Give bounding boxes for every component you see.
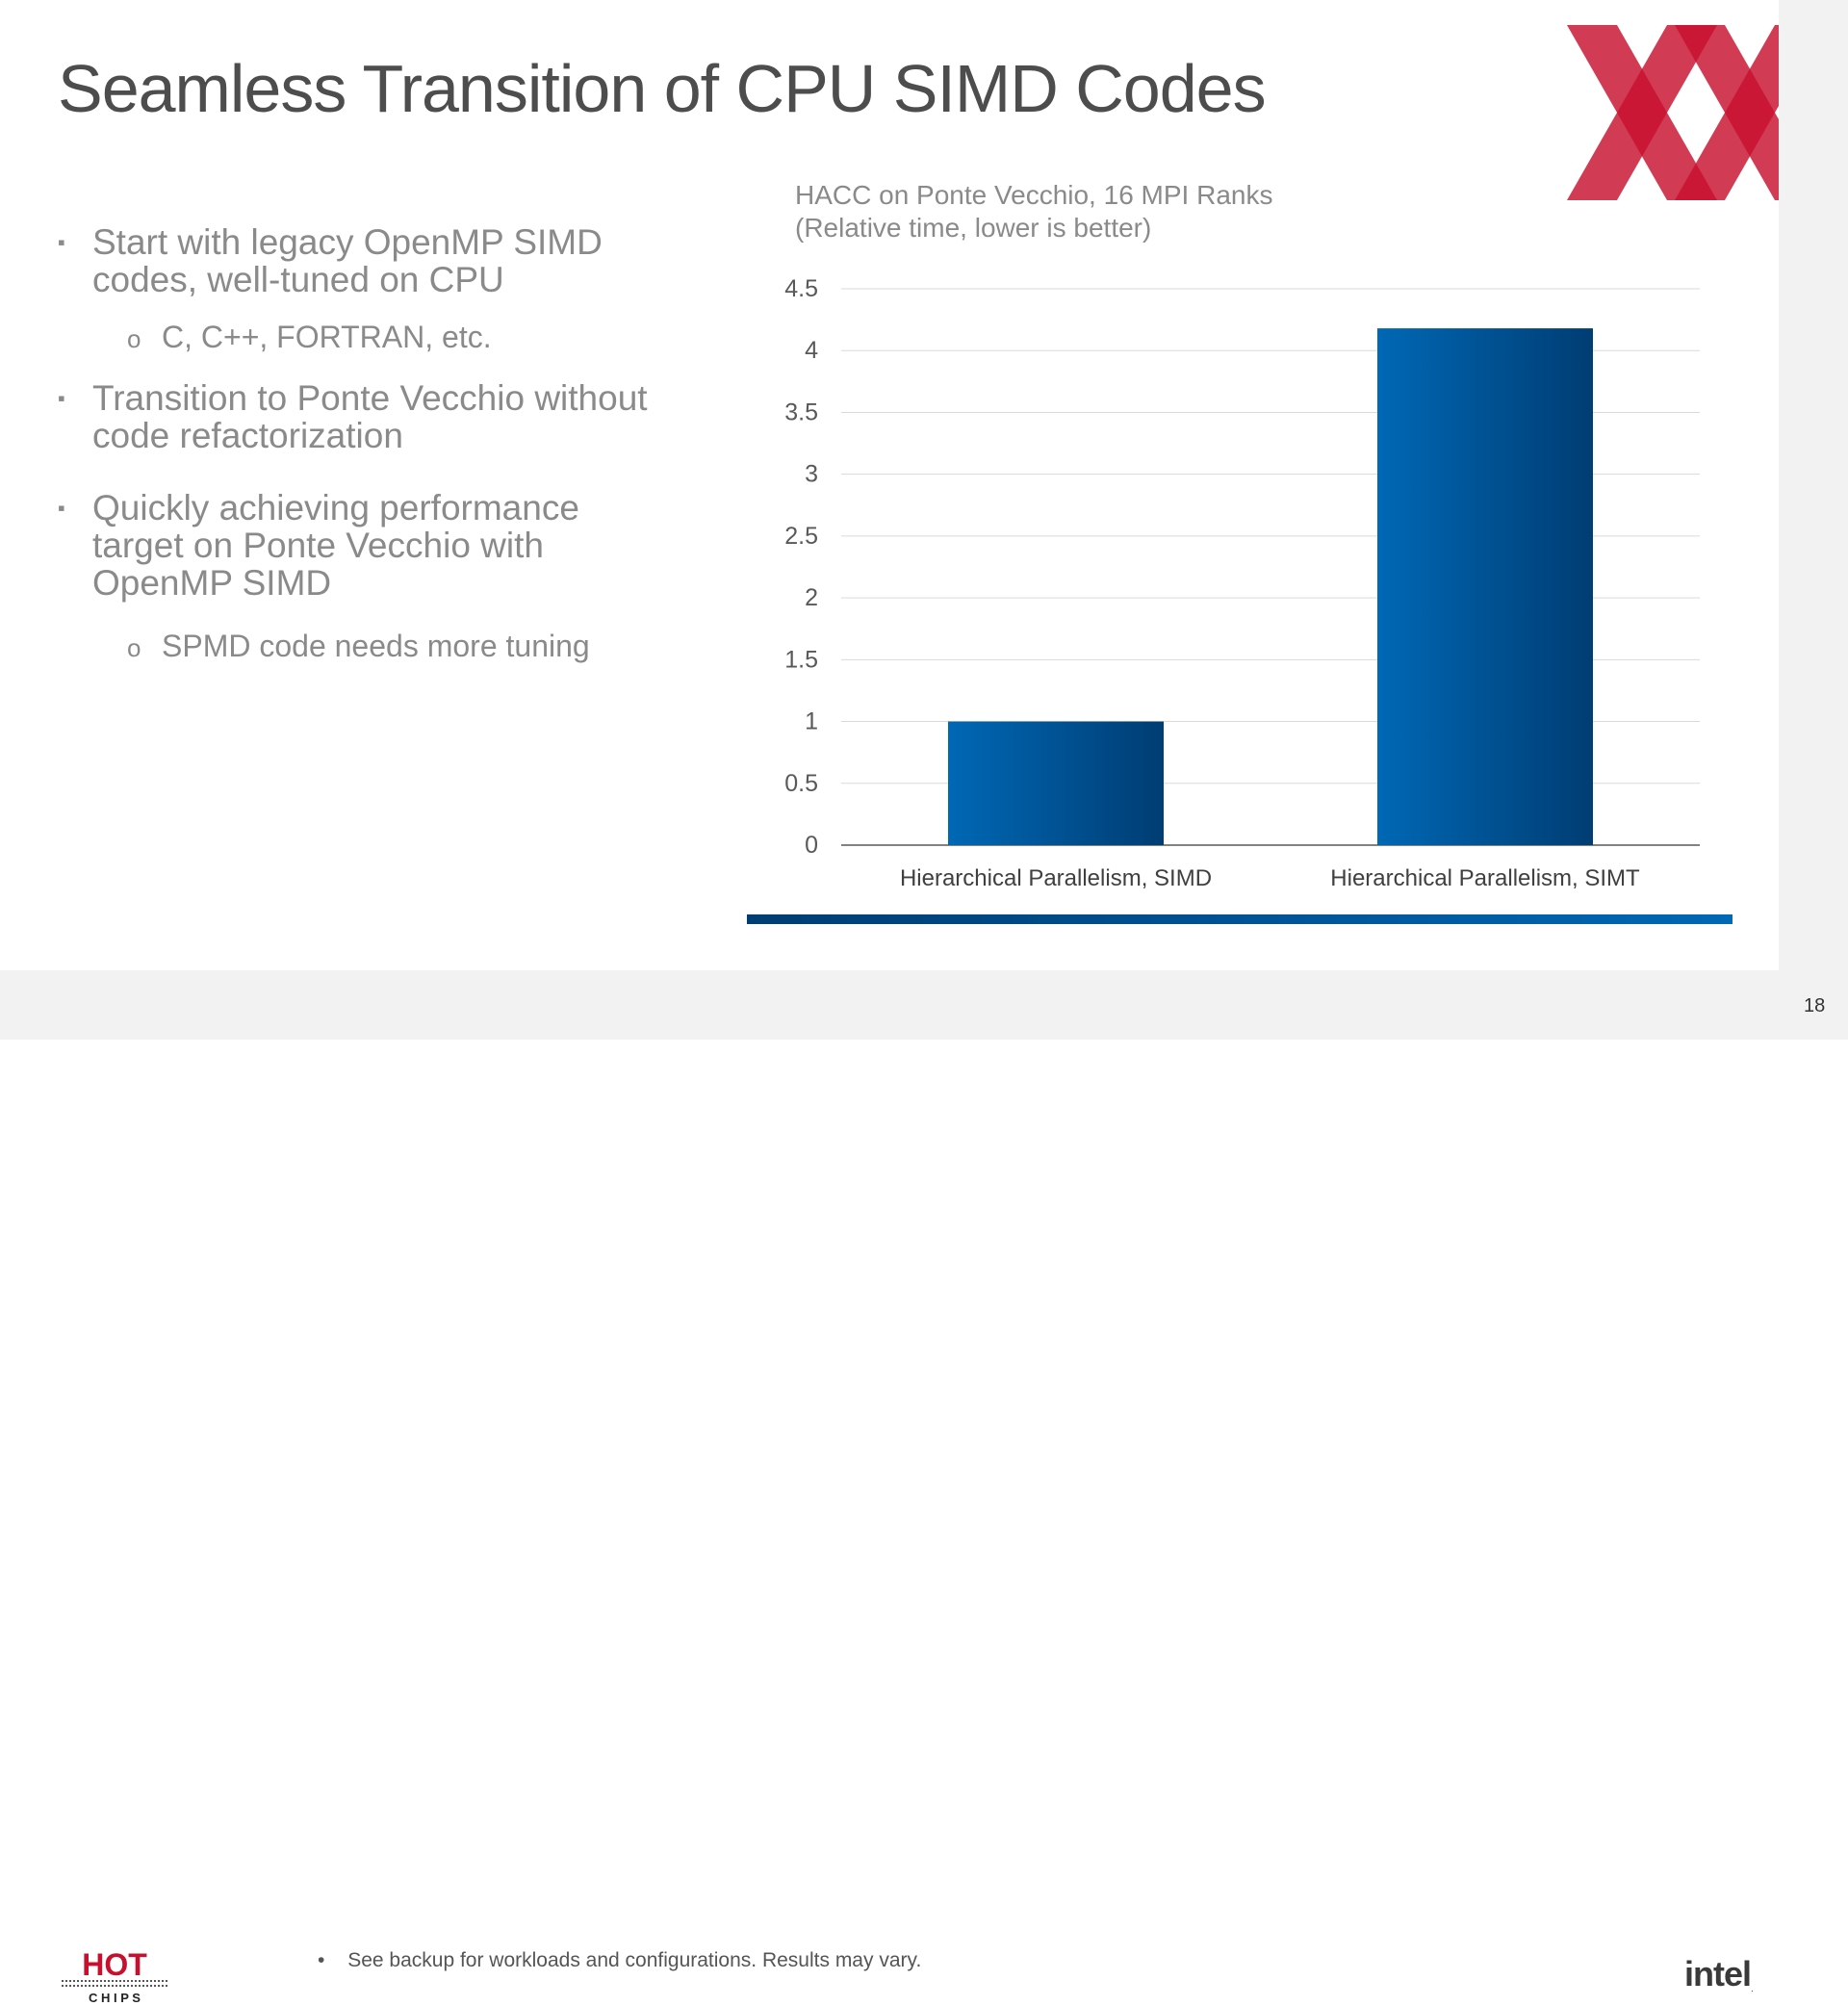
- sub-bullet-item: o SPMD code needs more tuning: [58, 629, 654, 663]
- y-tick-label: 0: [805, 832, 818, 859]
- y-tick-label: 1.5: [784, 646, 818, 673]
- circle-bullet-icon: o: [127, 633, 141, 662]
- hot-chips-logo-text: HOT: [82, 1948, 147, 1982]
- y-tick-label: 4: [805, 337, 818, 364]
- y-tick-label: 2: [805, 584, 818, 611]
- chart-title-line1: HACC on Ponte Vecchio, 16 MPI Ranks: [795, 180, 1273, 210]
- footnote-text: See backup for workloads and configurati…: [347, 1949, 922, 1971]
- page-title: Seamless Transition of CPU SIMD Codes: [58, 51, 1267, 126]
- y-tick-label: 3.5: [784, 399, 818, 425]
- y-tick-label: 3: [805, 461, 818, 488]
- bullet-item: ▪ Start with legacy OpenMP SIMD codes, w…: [58, 223, 654, 298]
- footnote-bullet-icon: •: [318, 1949, 325, 1971]
- bar-chart: 0 0.5 1 1.5 2 2.5 3 3.5 4 4.5 Hierarchical Paralle…: [784, 275, 1700, 891]
- square-bullet-icon: ▪: [58, 230, 65, 254]
- x-tick-label: Hierarchical Parallelism, SIMT: [1330, 865, 1640, 891]
- y-tick-label: 0.5: [784, 770, 818, 797]
- slide: Seamless Transition of CPU SIMD Codes ▪ …: [0, 0, 1825, 970]
- intel-logo-text: intel: [1684, 1954, 1752, 1993]
- square-bullet-icon: ▪: [58, 386, 65, 410]
- chart-title: HACC on Ponte Vecchio, 16 MPI Ranks (Rel…: [795, 179, 1272, 244]
- hot-chips-logo-subtext: C H I P S: [89, 1991, 141, 2005]
- chart-title-line2: (Relative time, lower is better): [795, 213, 1152, 243]
- sub-bullet-item: o C, C++, FORTRAN, etc.: [58, 320, 654, 354]
- bullet-text: Start with legacy OpenMP SIMD codes, wel…: [92, 222, 603, 299]
- bar: [948, 721, 1164, 845]
- square-bullet-icon: ▪: [58, 496, 65, 520]
- intel-logo-mark: .: [1751, 1984, 1754, 1994]
- bullet-item: ▪ Quickly achieving performance target o…: [58, 489, 654, 602]
- bullet-text: Transition to Ponte Vecchio without code…: [92, 378, 648, 455]
- chart-underline: [747, 914, 1732, 924]
- right-margin-strip: [1779, 0, 1848, 1040]
- bullet-text: Quickly achieving performance target on …: [92, 488, 579, 603]
- bar: [1377, 328, 1593, 845]
- intel-logo: intel.: [1684, 1954, 1754, 1994]
- bullet-item: ▪ Transition to Ponte Vecchio without co…: [58, 379, 654, 454]
- y-tick-label: 4.5: [784, 275, 818, 302]
- hot-chips-logo-icon: HOT C H I P S: [62, 1948, 167, 2005]
- y-tick-label: 2.5: [784, 523, 818, 550]
- circle-bullet-icon: o: [127, 324, 141, 353]
- bullet-list: ▪ Start with legacy OpenMP SIMD codes, w…: [58, 223, 654, 663]
- y-tick-label: 1: [805, 708, 818, 735]
- sub-bullet-text: SPMD code needs more tuning: [162, 629, 590, 663]
- x-tick-label: Hierarchical Parallelism, SIMD: [900, 865, 1212, 891]
- footer-bar: HOT C H I P S • See backup for workloads…: [0, 970, 1779, 2005]
- footnote: • See backup for workloads and configura…: [318, 1949, 921, 1972]
- sub-bullet-text: C, C++, FORTRAN, etc.: [162, 320, 492, 354]
- page-number: 18: [1804, 995, 1826, 1016]
